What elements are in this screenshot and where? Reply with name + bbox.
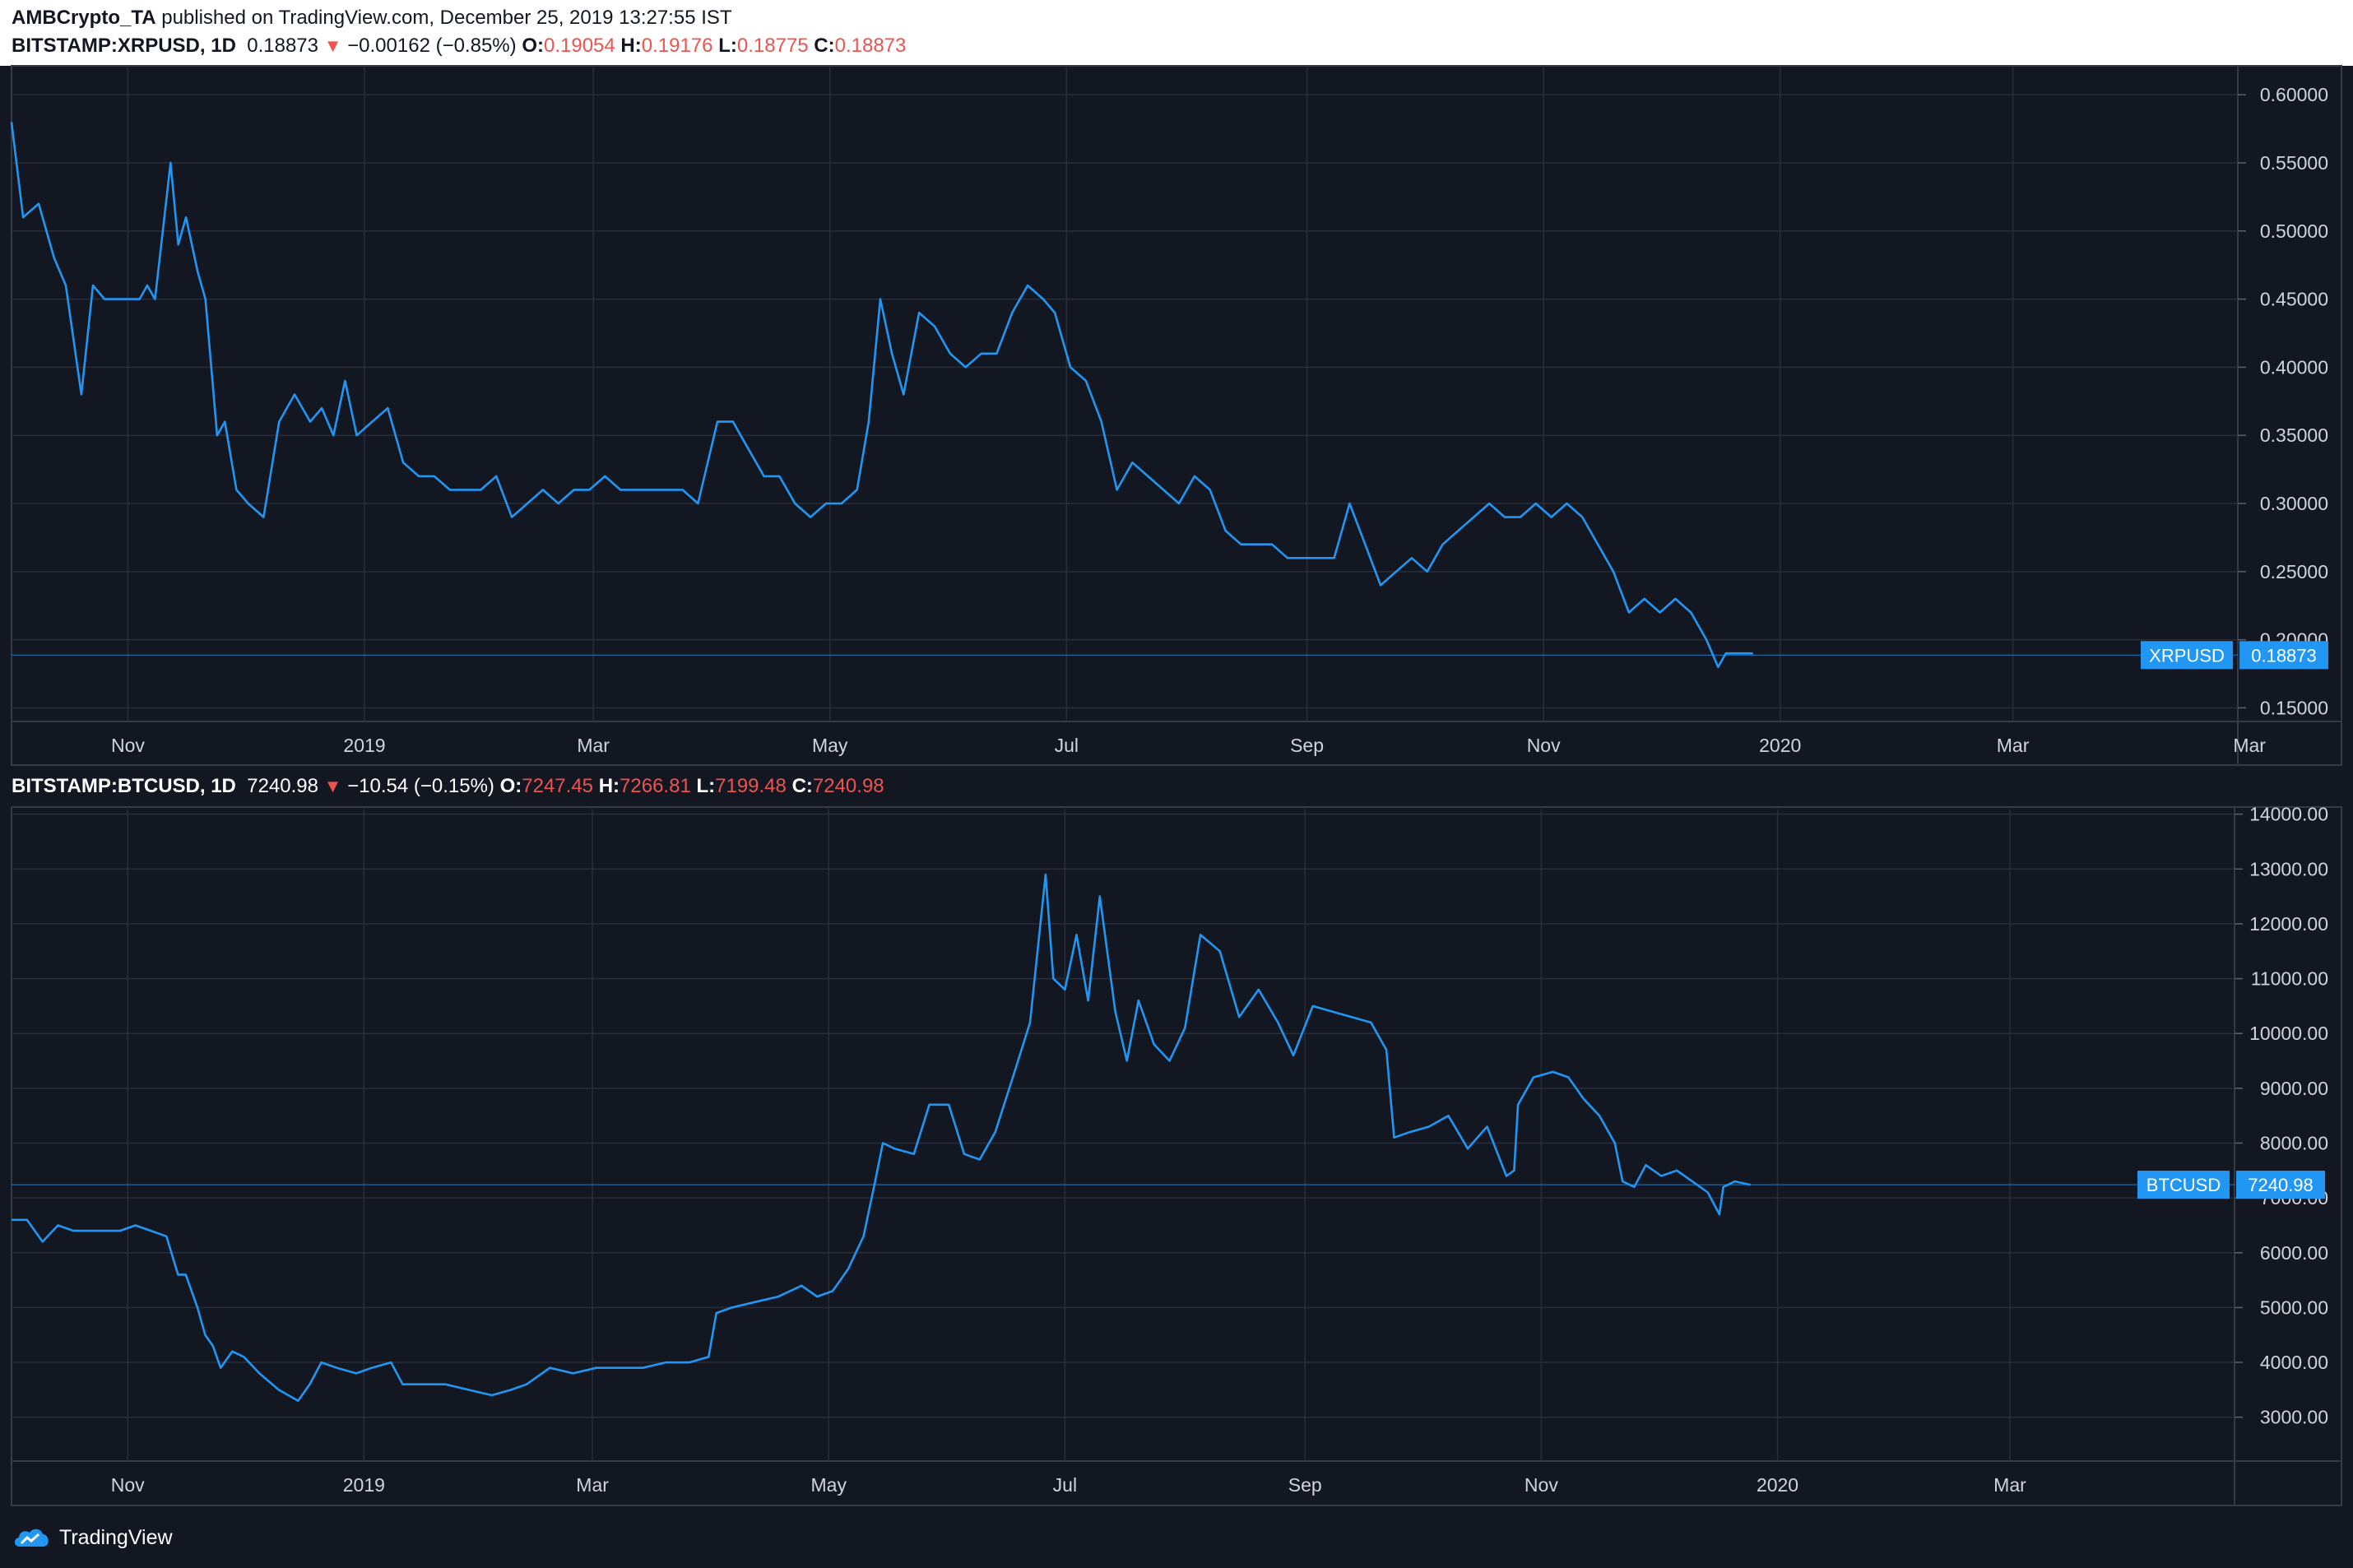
published-text: published on TradingView.com, December 2… [155, 7, 732, 29]
y-tick-label: 10000.00 [2249, 1023, 2328, 1044]
xrp-close-label: C: [814, 35, 835, 57]
down-triangle-icon: ▼ [323, 35, 342, 56]
x-tick-label: Mar [2233, 735, 2266, 756]
y-tick-label: 13000.00 [2249, 858, 2328, 879]
x-tick-label: Mar [1997, 735, 2030, 756]
x-tick-label: Nov [111, 735, 145, 756]
y-tick-label: 3000.00 [2260, 1407, 2328, 1428]
xrp-low-label: L: [718, 35, 737, 57]
x-tick-label: Mar [576, 1474, 609, 1496]
x-tick-label: Jul [1055, 735, 1079, 756]
btc-change: −10.54 (−0.15%) [347, 775, 494, 797]
pane-frame [11, 806, 2342, 1506]
xrpusd-price-line[interactable] [10, 122, 1753, 669]
publication-line: AMBCrypto_TA published on TradingView.co… [12, 7, 732, 30]
xrp-low: 0.18775 [736, 35, 809, 57]
x-tick-label: 2019 [343, 1474, 385, 1496]
y-tick-label: 0.25000 [2260, 561, 2328, 582]
price-label-box [2236, 1171, 2325, 1199]
y-tick-label: 4000.00 [2260, 1352, 2328, 1373]
tradingview-cloud-icon [14, 1529, 49, 1547]
xrp-legend: BITSTAMP:XRPUSD, 1D 0.18873 ▼ −0.00162 (… [12, 35, 906, 58]
x-tick-label: Jul [1053, 1474, 1077, 1496]
price-label-text: 0.18873 [2251, 645, 2317, 666]
y-tick-label: 6000.00 [2260, 1242, 2328, 1264]
symbol-label-box [2141, 641, 2233, 670]
x-tick-label: Sep [1290, 735, 1324, 756]
xrp-open-label: O: [522, 35, 544, 57]
down-triangle-icon: ▼ [323, 776, 342, 796]
y-tick-label: 9000.00 [2260, 1078, 2328, 1099]
btc-low: 7199.48 [715, 775, 787, 797]
btc-open: 7247.45 [522, 775, 594, 797]
btc-close-label: C: [791, 775, 813, 797]
xrp-change: −0.00162 (−0.85%) [347, 35, 517, 57]
tradingview-logo[interactable]: TradingView [12, 1524, 173, 1552]
btc-chart-pane[interactable]: 3000.004000.005000.006000.007000.008000.… [11, 804, 2342, 1506]
x-tick-label: 2020 [1757, 1474, 1798, 1496]
xrp-chart-pane[interactable]: 0.150000.200000.250000.300000.350000.400… [10, 65, 2342, 766]
y-tick-label: 0.60000 [2260, 84, 2328, 105]
btc-open-label: O: [499, 775, 522, 797]
x-tick-label: Sep [1288, 1474, 1322, 1496]
xrp-last-price: 0.18873 [247, 35, 319, 57]
tradingview-brand: TradingView [59, 1525, 173, 1549]
btc-close: 7240.98 [812, 775, 884, 797]
xrp-high: 0.19176 [641, 35, 713, 57]
y-tick-label: 0.15000 [2260, 697, 2328, 718]
symbol-label-text: BTCUSD [2146, 1175, 2221, 1195]
pane-frame [11, 65, 2342, 766]
x-tick-label: May [811, 1474, 847, 1496]
x-tick-label: 2019 [343, 735, 385, 756]
y-tick-label: 0.30000 [2260, 493, 2328, 514]
price-label-text: 7240.98 [2248, 1175, 2314, 1195]
btc-last-price: 7240.98 [247, 775, 318, 797]
x-tick-label: Nov [1525, 1474, 1558, 1496]
y-tick-label: 0.40000 [2260, 356, 2328, 378]
btc-symbol[interactable]: BITSTAMP:BTCUSD, 1D [12, 775, 236, 797]
y-tick-label: 0.55000 [2260, 152, 2328, 174]
y-tick-label: 8000.00 [2260, 1132, 2328, 1153]
xrp-open: 0.19054 [543, 35, 615, 57]
y-tick-label: 0.50000 [2260, 220, 2328, 242]
symbol-label-box [2137, 1171, 2230, 1199]
xrp-high-label: H: [620, 35, 642, 57]
btc-high: 7266.81 [620, 775, 691, 797]
x-tick-label: Mar [577, 735, 610, 756]
xrp-close: 0.18873 [834, 35, 907, 57]
x-tick-label: Nov [1527, 735, 1561, 756]
btc-legend: BITSTAMP:BTCUSD, 1D 7240.98 ▼ −10.54 (−0… [12, 775, 884, 798]
x-tick-label: Mar [1993, 1474, 2026, 1496]
y-tick-label: 0.45000 [2260, 289, 2328, 310]
symbol-label-text: XRPUSD [2149, 645, 2225, 666]
y-tick-label: 0.35000 [2260, 424, 2328, 446]
y-tick-label: 5000.00 [2260, 1297, 2328, 1318]
author-name[interactable]: AMBCrypto_TA [12, 7, 156, 29]
symbol-price-label[interactable]: XRPUSD 0.18873 [2141, 641, 2328, 670]
btc-high-label: H: [598, 775, 620, 797]
x-tick-label: May [812, 735, 848, 756]
y-tick-label: 11000.00 [2251, 968, 2328, 990]
symbol-price-label[interactable]: BTCUSD 7240.98 [2137, 1171, 2325, 1199]
y-tick-label: 14000.00 [2249, 804, 2328, 825]
btcusd-price-line[interactable] [12, 873, 1751, 1402]
btc-low-label: L: [696, 775, 716, 797]
price-label-box [2239, 641, 2328, 670]
header-bar [0, 0, 2353, 66]
x-tick-label: Nov [111, 1474, 145, 1496]
y-tick-label: 12000.00 [2249, 913, 2328, 935]
xrp-symbol[interactable]: BITSTAMP:XRPUSD, 1D [12, 35, 236, 57]
x-tick-label: 2020 [1759, 735, 1801, 756]
